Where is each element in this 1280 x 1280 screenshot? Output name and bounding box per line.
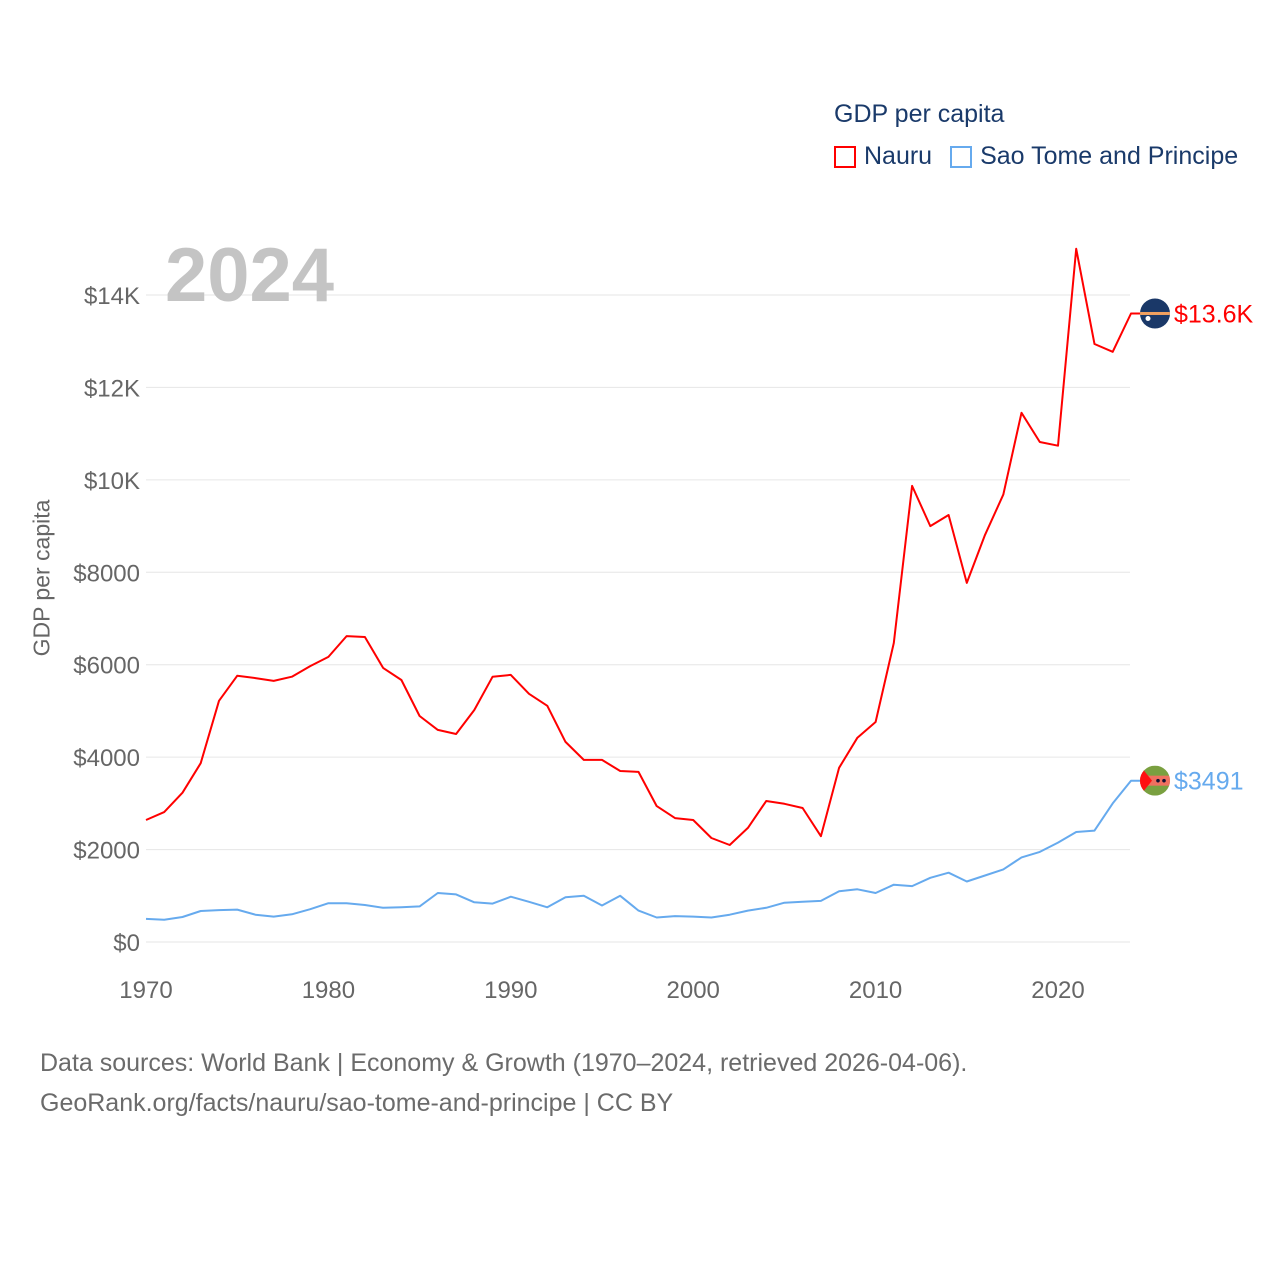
legend-swatch-sao-tome <box>950 145 973 168</box>
legend-label: Nauru <box>864 142 933 170</box>
y-tick-label: $0 <box>113 930 140 957</box>
y-axis-label: GDP per capita <box>28 499 55 657</box>
year-label: 2024 <box>165 233 335 318</box>
legend-item-sao-tome[interactable]: Sao Tome and Principe <box>950 142 1238 171</box>
y-tick-label: $14K <box>84 283 140 310</box>
footer: Data sources: World Bank | Economy & Gro… <box>40 1043 967 1123</box>
x-tick-label: 1980 <box>302 977 355 1004</box>
x-tick-label: 1990 <box>484 977 537 1004</box>
footer-link[interactable]: GeoRank.org/facts/nauru/sao-tome-and-pri… <box>40 1089 674 1117</box>
legend-title: GDP per capita <box>834 100 1005 128</box>
footer-sources: Data sources: World Bank | Economy & Gro… <box>40 1049 968 1077</box>
x-tick-label: 2000 <box>667 977 720 1004</box>
x-tick-label: 2010 <box>849 977 902 1004</box>
nauru-flag-icon <box>1140 298 1170 329</box>
x-tick-label: 2020 <box>1031 977 1084 1004</box>
y-tick-label: $2000 <box>73 838 140 865</box>
y-tick-label: $10K <box>84 468 140 495</box>
y-tick-label: $6000 <box>73 653 140 680</box>
x-tick-label: 1970 <box>119 977 172 1004</box>
sao-tome-flag-icon <box>1140 765 1170 796</box>
legend: Nauru Sao Tome and Principe <box>834 142 1256 171</box>
end-value-label: $13.6K <box>1174 300 1254 328</box>
series-line-sao-tome <box>145 779 1155 921</box>
legend-swatch-nauru <box>834 145 856 168</box>
legend-label: Sao Tome and Principe <box>980 142 1239 170</box>
series-line-nauru <box>145 247 1155 846</box>
y-tick-label: $8000 <box>73 560 140 587</box>
end-value-label: $3491 <box>1174 768 1244 796</box>
y-tick-label: $12K <box>84 375 140 402</box>
legend-item-nauru[interactable]: Nauru <box>834 142 932 171</box>
y-tick-label: $4000 <box>73 745 140 772</box>
